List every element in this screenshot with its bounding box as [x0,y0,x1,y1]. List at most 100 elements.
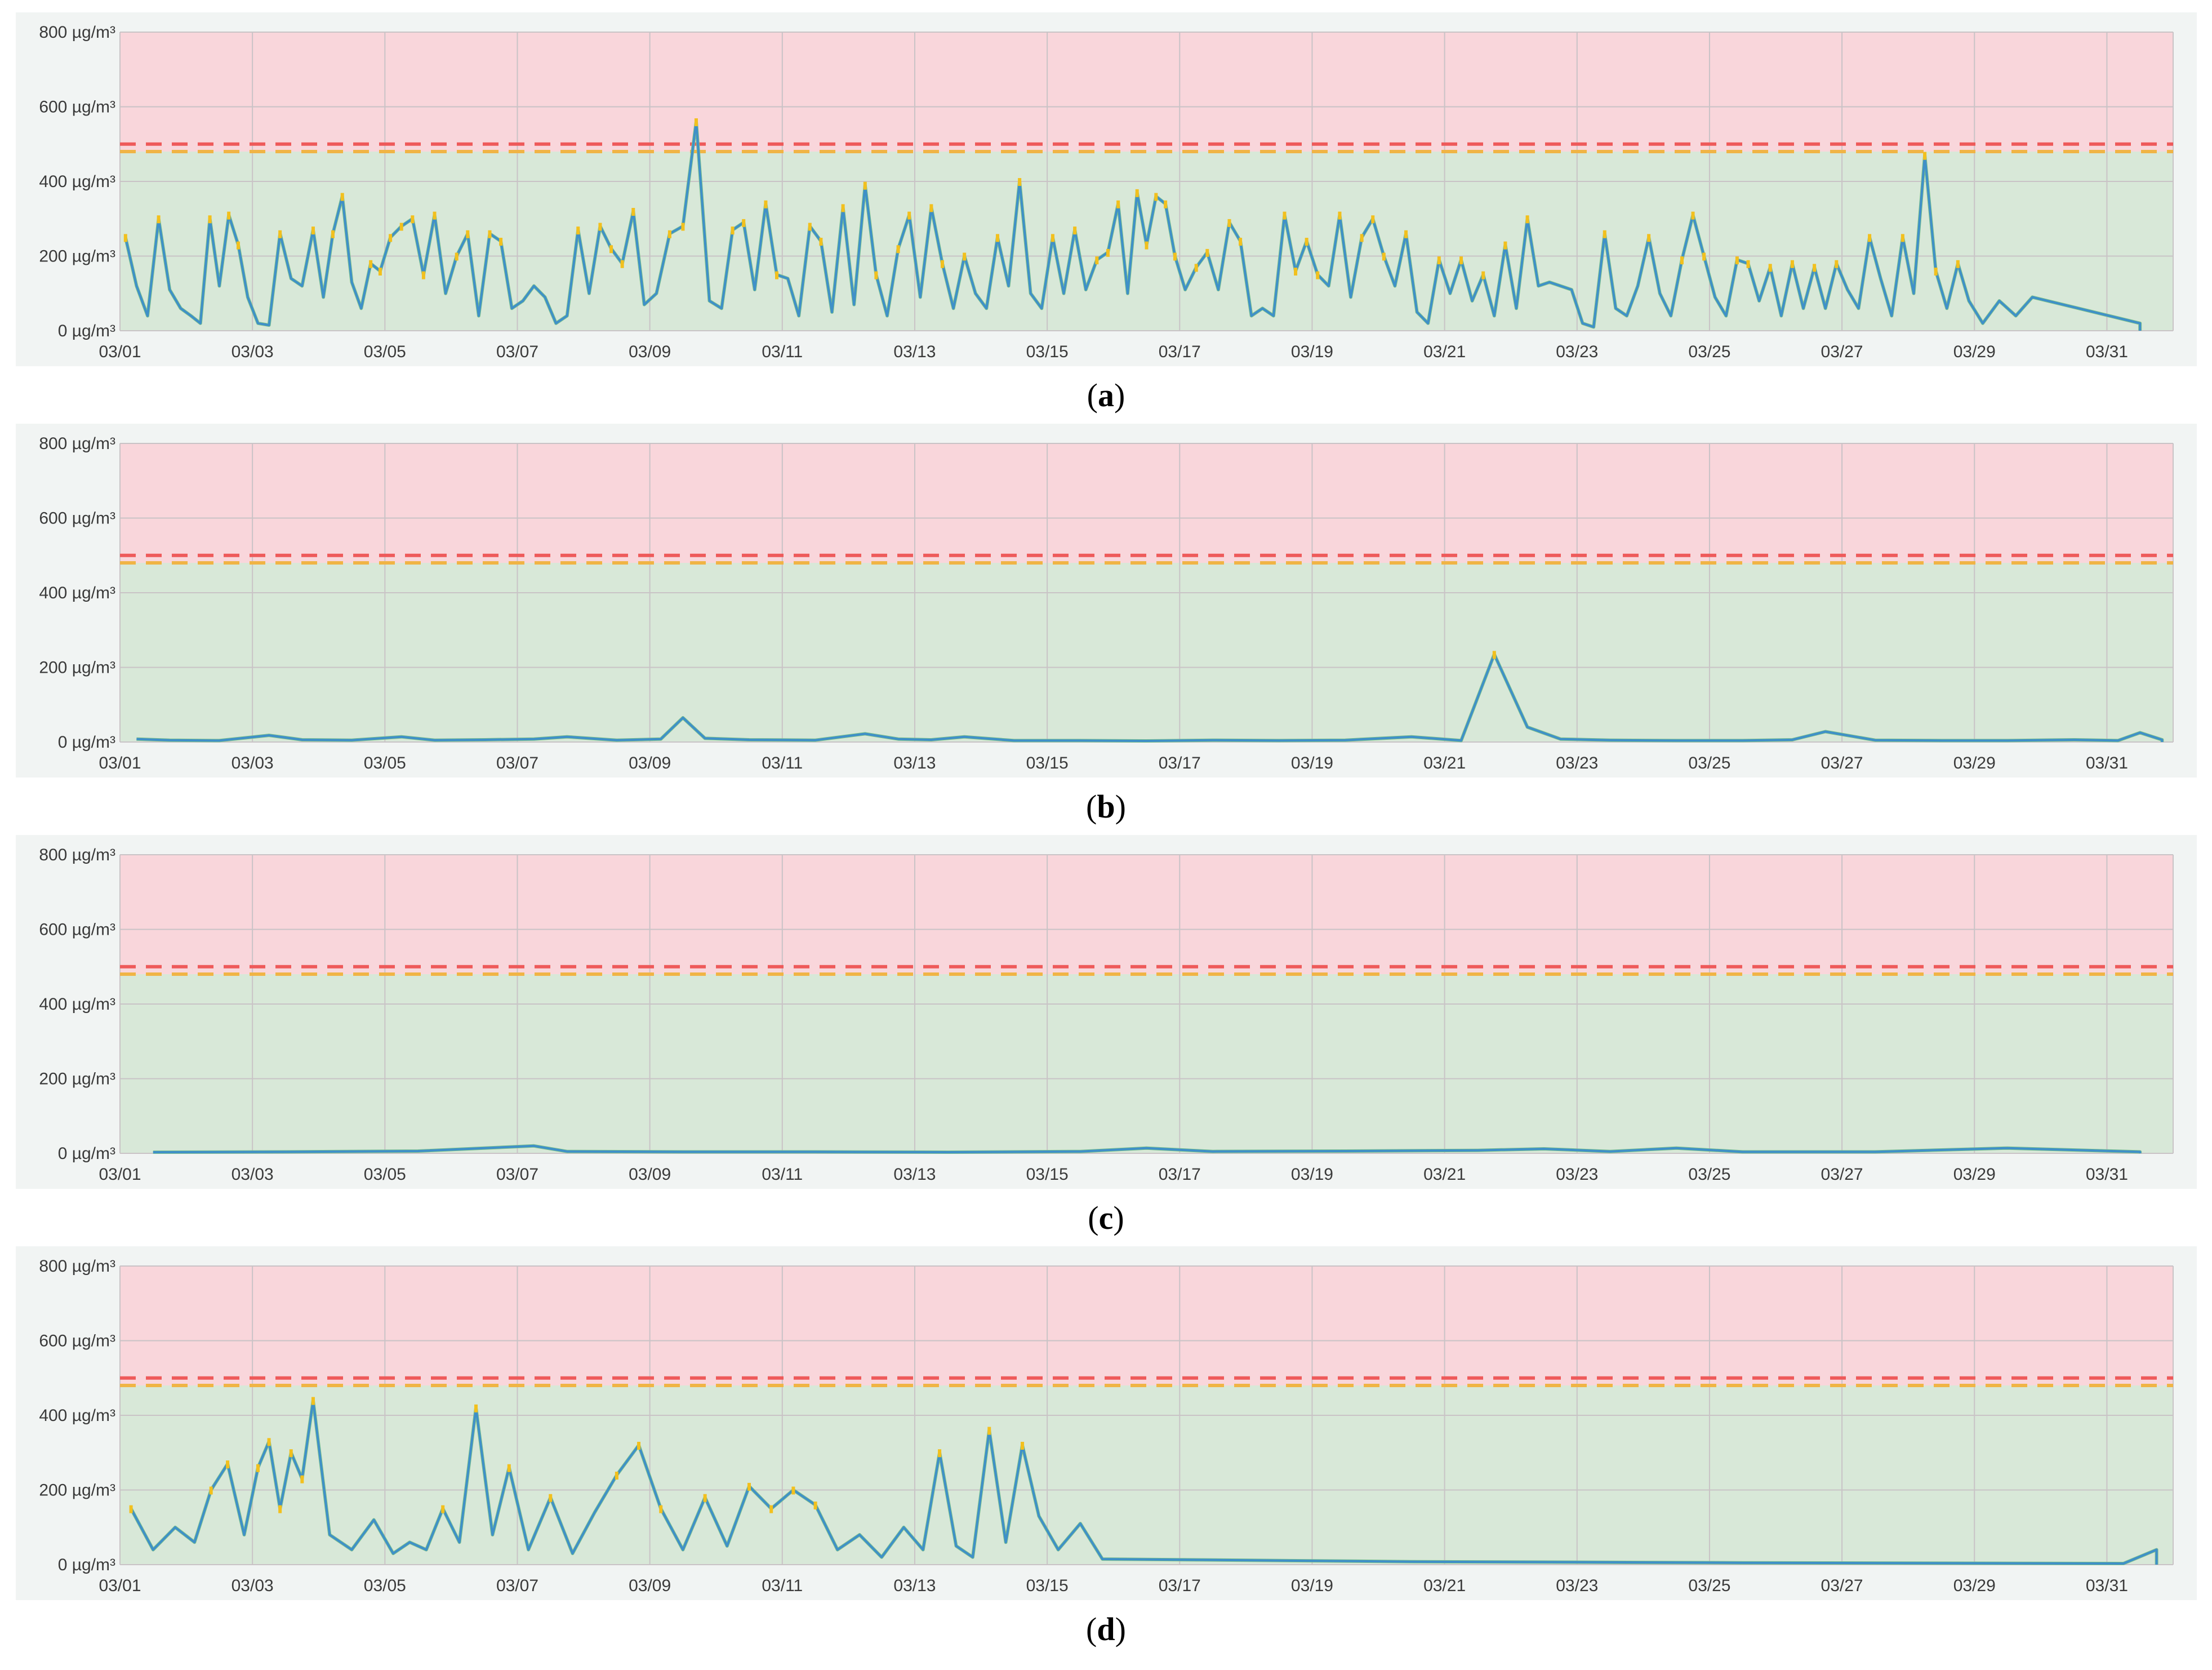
chart-svg-b: 0 µg/m³ 200 µg/m³ 400 µg/m³ 600 µg/m³ 800 µg… [39,434,2174,772]
peak-marker [399,223,403,231]
x-tick-label: 03/11 [762,343,803,361]
peak-marker [1603,230,1606,238]
x-tick-label: 03/29 [1953,343,1996,361]
peak-marker [1227,219,1231,227]
peak-marker [1492,651,1496,659]
x-tick-label: 03/27 [1821,1576,1863,1595]
peak-marker [1503,241,1507,250]
peak-marker [474,1404,478,1413]
x-tick-label: 03/11 [762,754,803,772]
peak-marker [615,1472,618,1480]
x-tick-label: 03/25 [1688,754,1730,772]
red-zone [120,1266,2173,1385]
red-zone [120,855,2173,974]
x-tick-label: 03/21 [1423,1576,1466,1595]
y-tick-label: 600 µg/m³ [39,509,115,528]
peak-marker [549,1494,553,1502]
peak-marker [775,271,779,279]
peak-marker [938,1449,942,1458]
peak-marker [808,223,812,231]
peak-marker [1702,252,1706,261]
x-tick-label: 03/25 [1688,1165,1730,1184]
x-tick-label: 03/01 [99,1165,141,1184]
y-tick-label: 800 µg/m³ [39,846,115,864]
x-tick-label: 03/03 [232,1165,274,1184]
peak-marker [208,215,212,224]
x-tick-label: 03/03 [232,343,274,361]
peak-marker [1073,226,1077,235]
peak-marker [1164,200,1168,208]
x-tick-label: 03/09 [629,1576,671,1595]
y-tick-label: 800 µg/m³ [39,23,115,42]
x-tick-label: 03/01 [99,754,141,772]
peak-marker [209,1486,213,1495]
peak-marker [378,268,382,276]
x-tick-label: 03/27 [1821,754,1863,772]
peak-marker [226,1460,230,1469]
y-tick-label: 200 µg/m³ [39,1481,115,1500]
x-tick-label: 03/05 [364,1576,406,1595]
caption-b: (b) [1086,788,1126,825]
y-tick-label: 600 µg/m³ [39,1332,115,1351]
chart-svg-c: 0 µg/m³ 200 µg/m³ 400 µg/m³ 600 µg/m³ 800 µg… [39,846,2174,1184]
x-tick-label: 03/27 [1821,343,1863,361]
peak-marker [1154,193,1158,201]
chart-svg-a: 0 µg/m³ 200 µg/m³ 400 µg/m³ 600 µg/m³ 800 µg… [39,23,2174,361]
x-tick-label: 03/21 [1423,754,1466,772]
peak-marker [278,1505,282,1513]
red-zone [120,32,2173,152]
x-tick-label: 03/07 [496,1165,538,1184]
peak-marker [667,230,671,238]
peak-marker [620,260,624,268]
peak-marker [488,230,492,238]
peak-marker [1173,252,1177,261]
x-tick-label: 03/23 [1556,343,1598,361]
peak-marker [742,219,746,227]
peak-marker [389,234,393,242]
peak-marker [1835,260,1839,268]
peak-marker [1371,215,1375,224]
peak-marker [1095,256,1099,265]
peak-marker [1901,234,1904,242]
peak-marker [813,1502,817,1509]
y-tick-label: 800 µg/m³ [39,434,115,453]
caption-c: (c) [1088,1200,1124,1236]
peak-marker [841,204,845,212]
x-tick-label: 03/23 [1556,1576,1598,1595]
peak-marker [1382,252,1386,261]
x-tick-label: 03/11 [762,1576,803,1595]
peak-marker [659,1505,663,1513]
x-tick-label: 03/09 [629,754,671,772]
peak-marker [637,1442,641,1450]
peak-marker [433,211,437,220]
y-tick-label: 200 µg/m³ [39,247,115,266]
peak-marker [874,271,878,279]
peak-marker [1868,234,1872,242]
y-tick-label: 0 µg/m³ [58,1556,115,1574]
x-tick-label: 03/25 [1688,1576,1730,1595]
peak-marker [609,245,613,254]
x-tick-label: 03/19 [1291,1165,1333,1184]
x-tick-label: 03/23 [1556,754,1598,772]
x-tick-label: 03/19 [1291,754,1333,772]
y-tick-label: 0 µg/m³ [58,322,115,340]
caption-d: (d) [1086,1611,1126,1647]
peak-marker [631,208,635,216]
series-line [124,121,2142,331]
peak-marker [1145,241,1149,250]
peak-marker [1437,256,1441,265]
peak-marker [256,1464,260,1472]
peak-marker [1735,256,1739,265]
x-tick-label: 03/31 [2086,1165,2128,1184]
peak-marker [123,234,127,242]
peak-marker [769,1505,773,1513]
x-tick-label: 03/13 [893,343,936,361]
peak-marker [1194,264,1198,272]
peak-marker [129,1505,133,1513]
peak-marker [311,226,315,235]
peak-marker [331,230,335,238]
peak-marker [1647,234,1651,242]
y-tick-label: 600 µg/m³ [39,98,115,117]
x-tick-label: 03/05 [364,754,406,772]
peak-marker [987,1427,991,1435]
